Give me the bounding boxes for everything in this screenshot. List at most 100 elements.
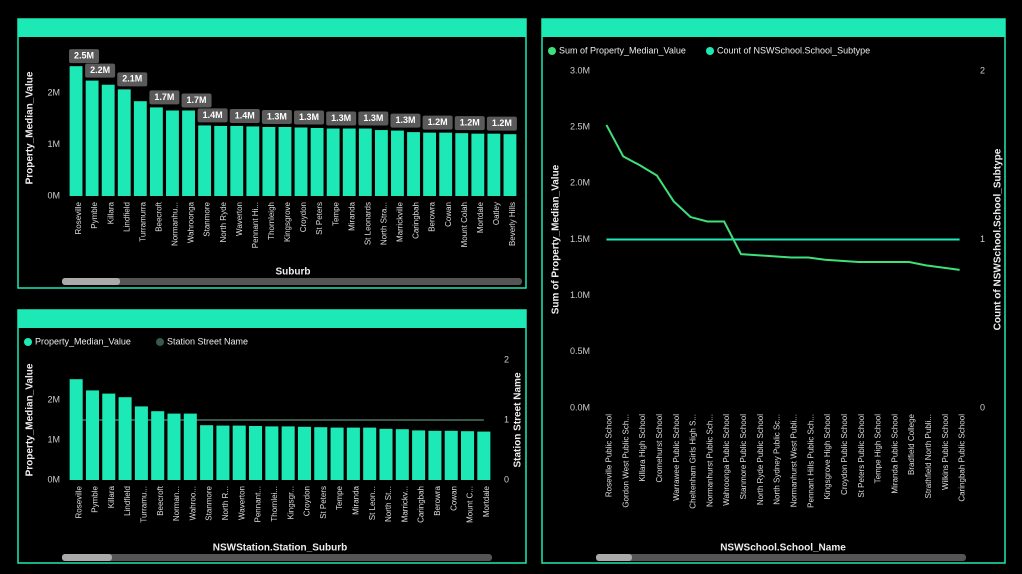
x-tick-label: Killara High School (638, 414, 647, 482)
scrollbar-thumb[interactable] (62, 278, 120, 285)
bar (230, 125, 244, 196)
data-label-box (69, 49, 100, 64)
y-axis-title: Sum of Property_Median_Value (551, 164, 562, 314)
legend-marker (706, 47, 714, 55)
x-tick-label: Pymble (91, 485, 100, 512)
bar (278, 126, 292, 196)
bar (471, 133, 485, 196)
bar (85, 80, 99, 196)
data-label: 1.3M (267, 111, 287, 121)
x-tick-label: Wahroonga Public School (722, 414, 731, 506)
legend-label: Sum of Property_Median_Value (559, 45, 686, 55)
bar (102, 393, 116, 480)
data-label: 1.3M (299, 112, 319, 122)
x-tick-label: Caringbah Public School (958, 414, 967, 502)
x-tick-label: Killara (106, 201, 115, 224)
x-axis-title: NSWSchool.School_Name (720, 543, 846, 554)
bar (85, 390, 99, 480)
bar (423, 132, 437, 196)
bar (374, 130, 388, 196)
x-tick-label: Kingsgr... (286, 486, 295, 519)
x-tick-label: Caringbah (412, 202, 421, 239)
data-label: 1.3M (331, 113, 351, 123)
y-tick-label: 0M (47, 190, 60, 200)
x-tick-label: Berowra (433, 485, 442, 515)
y-axis-title: Property_Median_Value (25, 71, 36, 184)
bar (363, 427, 377, 480)
bar (477, 431, 491, 480)
x-tick-label: Gordon West Public Sch... (621, 414, 630, 508)
panel-header (18, 310, 526, 328)
y2-axis-title: Count of NSWSchool.School_Subtype (993, 148, 1004, 330)
bar (69, 66, 83, 196)
x-tick-label: North R... (221, 486, 230, 520)
x-tick-label: Killara (107, 485, 116, 508)
data-label-box (229, 108, 260, 123)
x-tick-label: St Peters Public School (857, 414, 866, 498)
x-tick-label: North Sydney Public Sc... (773, 414, 782, 505)
scrollbar-thumb[interactable] (596, 554, 632, 561)
x-tick-label: North St... (384, 486, 393, 522)
panel-header (18, 19, 526, 37)
x-tick-label: Cromehurst School (655, 414, 664, 483)
x-tick-label: Mount Colah (460, 202, 469, 247)
panel (541, 18, 1006, 564)
data-label: 1.4M (235, 110, 255, 120)
y-tick-label: 2.5M (570, 122, 590, 132)
bar (310, 128, 324, 196)
y-tick-label: 2M (47, 394, 60, 404)
bar (249, 426, 263, 480)
y2-axis-title: Station Street Name (513, 372, 524, 467)
x-axis-title: NSWStation.Station_Suburb (213, 543, 347, 554)
x-tick-label: Beverly Hills (508, 202, 517, 246)
data-label-box (422, 115, 453, 130)
bar (246, 126, 260, 196)
x-tick-label: Strathfield North Publi... (924, 414, 933, 498)
scrollbar-thumb[interactable] (62, 554, 112, 561)
data-label-box (454, 116, 485, 131)
data-label: 1.7M (187, 95, 207, 105)
bar (455, 133, 469, 196)
scrollbar-track (62, 278, 522, 285)
x-tick-label: Kingsgrove High School (823, 414, 832, 500)
scrollbar-track (596, 554, 966, 561)
legend-marker (156, 338, 164, 346)
x-tick-label: Wilkins Public School (941, 414, 950, 490)
x-tick-label: Thornlei... (270, 486, 279, 522)
y-tick-label: 1M (47, 139, 60, 149)
x-tick-label: Mount C... (466, 486, 475, 523)
legend-marker (548, 47, 556, 55)
data-label-box (486, 116, 517, 131)
x-tick-label: North Stra... (380, 202, 389, 245)
y-tick-label: 3.0M (570, 65, 590, 75)
data-label: 1.4M (203, 110, 223, 120)
x-tick-label: Waverton (235, 202, 244, 236)
x-tick-label: Marrickville (396, 201, 405, 242)
bar (395, 429, 409, 480)
bar (412, 430, 426, 480)
y2-tick-label: 2 (504, 354, 509, 364)
panel (17, 18, 527, 289)
data-label: 2.5M (74, 51, 94, 61)
bar (262, 126, 276, 196)
legend-label: Count of NSWSchool.School_Subtype (717, 45, 870, 55)
y-tick-label: 1.5M (570, 234, 590, 244)
bar (358, 128, 372, 196)
x-tick-label: Wahroo... (188, 486, 197, 520)
y2-tick-label: 1 (980, 234, 985, 244)
y-tick-label: 0M (47, 474, 60, 484)
bar (134, 406, 148, 480)
x-tick-label: Miranda (347, 201, 356, 230)
x-tick-label: Bradfield College (907, 413, 916, 474)
x-tick-label: Stanmore Public School (739, 414, 748, 500)
x-tick-label: Wahroonga (187, 201, 196, 243)
bar (133, 101, 147, 196)
x-tick-label: Beecroft (156, 485, 165, 516)
x-tick-label: Mortdale (476, 201, 485, 233)
x-tick-label: Tempe High School (874, 414, 883, 484)
bar (439, 132, 453, 196)
bar (216, 425, 230, 480)
data-label: 1.3M (363, 113, 383, 123)
x-tick-label: Caringbah (417, 486, 426, 523)
